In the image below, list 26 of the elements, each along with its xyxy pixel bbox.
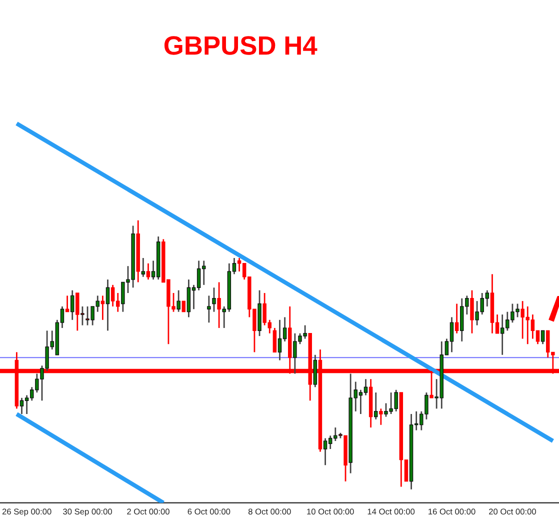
x-tick-label: 10 Oct 00:00 [307, 508, 354, 515]
candlestick [70, 290, 74, 321]
x-tick-label: 16 Oct 00:00 [428, 508, 476, 515]
chart-title: GBPUSD H4 [164, 36, 318, 55]
candlestick [540, 330, 545, 345]
x-tick-label: 20 Oct 00:00 [489, 508, 536, 515]
x-tick-label: 30 Sep 00:00 [63, 508, 112, 516]
x-tick-label: 26 Sep 00:00 [2, 508, 52, 516]
candlestick [106, 278, 110, 332]
candlestick [182, 300, 186, 313]
x-tick-label: 2 Oct 00:00 [127, 508, 170, 515]
candlestick [207, 294, 211, 324]
candlestick [100, 294, 105, 321]
candlestick [146, 262, 150, 280]
x-tick-label: 14 Oct 00:00 [368, 508, 415, 515]
candlestick [272, 327, 277, 353]
candlestick [470, 290, 474, 334]
candlestick [141, 257, 146, 278]
x-tick-label: 8 Oct 00:00 [248, 508, 291, 515]
candlestick [176, 290, 180, 313]
candlestick [217, 282, 221, 329]
candlestick [379, 408, 383, 426]
x-tick-label: 6 Oct 00:00 [188, 508, 230, 515]
candlestick [212, 286, 216, 313]
candlestick [374, 392, 378, 420]
candlestick [454, 303, 459, 334]
